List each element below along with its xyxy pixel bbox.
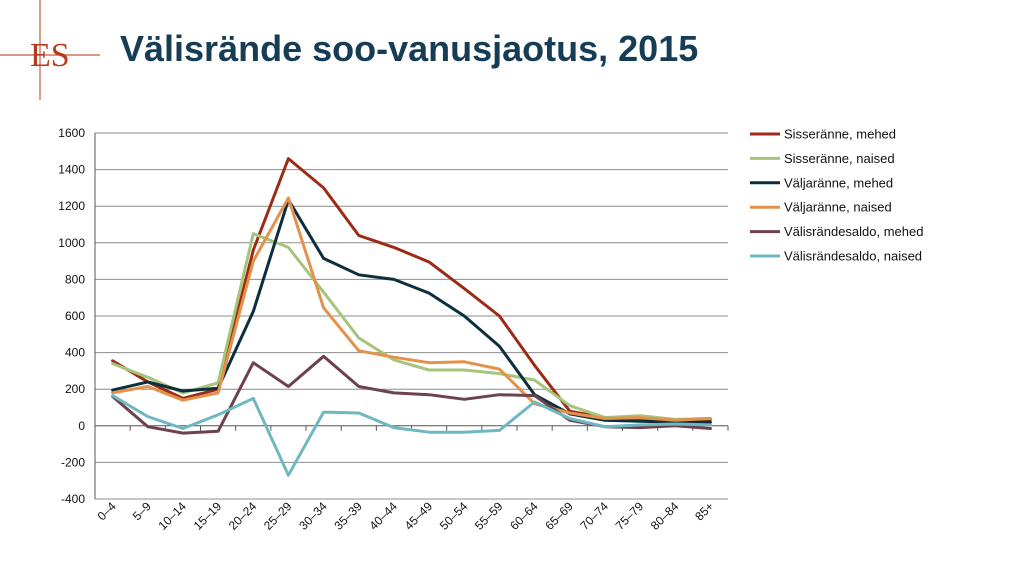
x-tick-label: 10–14: [156, 499, 190, 533]
y-tick-label: 1400: [58, 163, 85, 177]
x-tick-label: 55–59: [472, 499, 506, 533]
y-tick-label: 600: [65, 309, 85, 323]
x-tick-label: 25–29: [261, 499, 295, 533]
x-tick-label: 80–84: [648, 499, 682, 533]
series-line: [111, 157, 712, 423]
series-line: [111, 394, 712, 477]
grid-lines: [95, 132, 728, 500]
x-tick-label: 30–34: [296, 499, 330, 533]
series-lines: [111, 157, 712, 477]
y-tick-label: 1000: [58, 236, 85, 250]
x-tick-label: 65–69: [542, 499, 576, 533]
y-tick-label: -400: [61, 492, 85, 506]
logo-text: ES: [30, 37, 70, 74]
legend-label: Välisrändesaldo, mehed: [784, 224, 923, 239]
x-tick-label: 85+: [692, 499, 716, 523]
legend-label: Sisseränne, mehed: [784, 127, 896, 142]
y-tick-label: 200: [65, 382, 85, 396]
y-tick-labels: 1600 1400 1200 1000 800 600 400 200 0 -200 -400: [58, 126, 85, 506]
y-tick-label: 800: [65, 272, 85, 286]
x-tick-label: 45–49: [402, 499, 436, 533]
series-line: [111, 198, 712, 424]
y-tick-label: 0: [78, 419, 85, 433]
x-tick-label: 0–4: [95, 499, 119, 523]
x-tick-label: 20–24: [226, 499, 260, 533]
x-tick-label: 60–64: [507, 499, 541, 533]
logo: ES: [0, 0, 100, 100]
x-tick-label: 50–54: [437, 499, 471, 533]
series-line: [111, 232, 712, 421]
y-tick-label: 400: [65, 346, 85, 360]
x-tick-label: 15–19: [191, 499, 225, 533]
x-tick-labels: 0–4 5–9 10–14 15–19 20–24 25–29 30–34 35–39 40–4…: [95, 499, 717, 533]
x-tick-label: 35–39: [331, 499, 365, 533]
series-line: [111, 196, 712, 422]
page-title: Välisrände soo-vanusjaotus, 2015: [120, 28, 699, 69]
legend: Sisseränne, mehed Sisseränne, naised Välja…: [750, 127, 923, 264]
x-tick-label: 40–44: [367, 499, 401, 533]
y-tick-label: 1200: [58, 199, 85, 213]
y-tick-label: 1600: [58, 126, 85, 140]
y-tick-label: -200: [61, 455, 85, 469]
legend-label: Väljaränne, mehed: [784, 175, 893, 190]
x-tick-label: 75–79: [613, 499, 647, 533]
x-tick-label: 5–9: [130, 499, 154, 523]
legend-label: Väljaränne, naised: [784, 200, 892, 215]
legend-label: Välisrändesaldo, naised: [784, 249, 922, 264]
x-tick-label: 70–74: [578, 499, 612, 533]
legend-label: Sisseränne, naised: [784, 151, 895, 166]
